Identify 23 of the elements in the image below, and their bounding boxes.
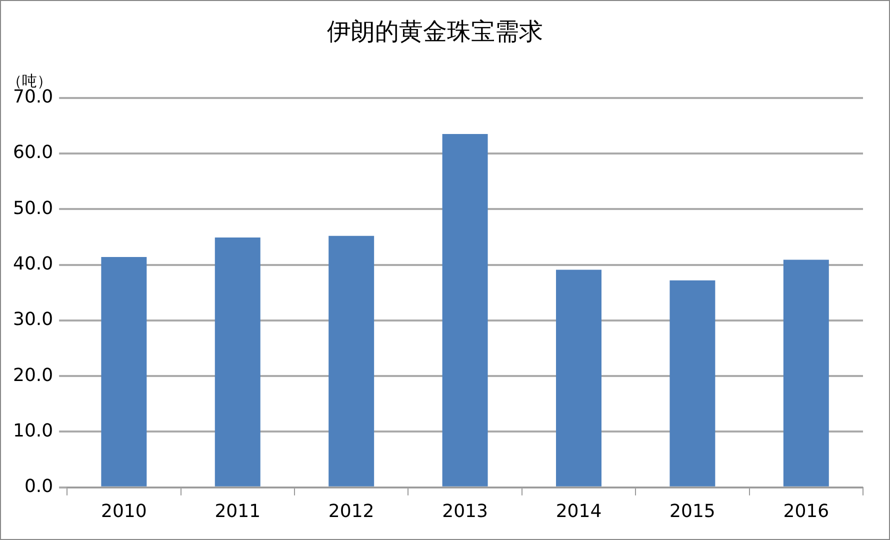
x-tick-label: 2015 xyxy=(670,500,716,522)
y-tick-label: 50.0 xyxy=(13,198,54,219)
bar xyxy=(442,134,488,486)
bar xyxy=(783,260,829,486)
x-tick-label: 2010 xyxy=(101,500,147,522)
x-tick-label: 2012 xyxy=(328,500,374,522)
x-tick-label: 2014 xyxy=(556,500,602,522)
y-tick-label: 30.0 xyxy=(13,309,54,330)
bar xyxy=(328,236,374,486)
y-axis-title: （吨） xyxy=(7,72,52,90)
bar xyxy=(214,238,260,486)
y-tick-label: 10.0 xyxy=(13,420,54,442)
chart-title: 伊朗的黄金珠宝需求 xyxy=(327,18,543,46)
y-tick-label: 20.0 xyxy=(13,364,54,386)
x-tick-label: 2016 xyxy=(783,500,830,522)
x-tick-label: 2011 xyxy=(214,500,261,522)
x-tick-label: 2013 xyxy=(442,500,488,522)
bar xyxy=(556,270,602,486)
bar xyxy=(670,280,716,486)
y-tick-label: 0.0 xyxy=(24,476,54,498)
bar xyxy=(101,256,147,486)
y-tick-label: 60.0 xyxy=(13,142,54,164)
y-tick-label: 40.0 xyxy=(13,253,54,274)
